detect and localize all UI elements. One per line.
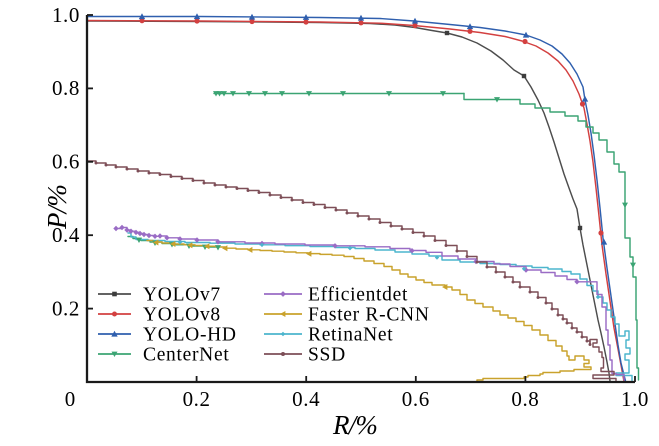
svg-text:CenterNet: CenterNet <box>143 345 229 366</box>
svg-text:RetinaNet: RetinaNet <box>308 325 393 346</box>
svg-text:Efficientdet: Efficientdet <box>308 285 408 306</box>
svg-text:1.0: 1.0 <box>621 387 649 411</box>
svg-text:YOLOv8: YOLOv8 <box>143 305 221 326</box>
svg-text:YOLOv7: YOLOv7 <box>143 285 221 306</box>
svg-text:0: 0 <box>65 387 76 411</box>
svg-text:YOLO-HD: YOLO-HD <box>143 325 237 346</box>
svg-text:0.8: 0.8 <box>511 387 539 411</box>
svg-text:0.8: 0.8 <box>52 76 80 100</box>
svg-text:Faster R-CNN: Faster R-CNN <box>308 305 430 326</box>
svg-text:SSD: SSD <box>308 345 346 366</box>
svg-text:R/%: R/% <box>332 410 377 440</box>
svg-text:0.6: 0.6 <box>402 387 430 411</box>
svg-text:0.6: 0.6 <box>52 150 80 174</box>
svg-text:P/%: P/% <box>42 185 72 230</box>
svg-text:1.0: 1.0 <box>52 3 80 27</box>
svg-text:0.4: 0.4 <box>292 387 320 411</box>
svg-text:0.4: 0.4 <box>52 223 80 247</box>
svg-text:0.2: 0.2 <box>52 296 80 320</box>
svg-text:0.2: 0.2 <box>183 387 211 411</box>
